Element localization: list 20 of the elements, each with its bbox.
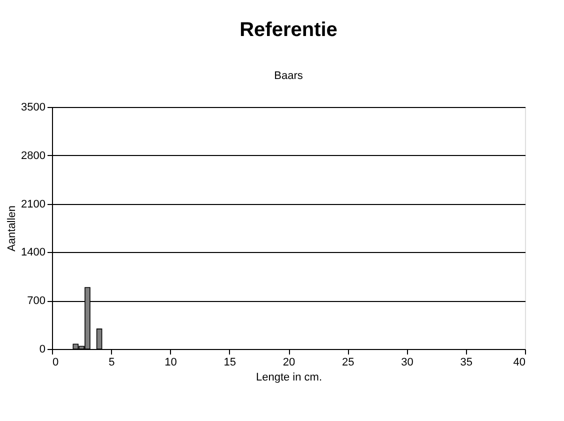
x-tick-label: 30 — [401, 356, 414, 368]
y-tick-label: 1400 — [21, 246, 46, 259]
x-tick-label: 35 — [460, 356, 472, 368]
x-tick-label: 5 — [108, 356, 115, 368]
x-axis-title: Lengte in cm. — [256, 372, 322, 384]
x-tick-label: 40 — [513, 356, 526, 368]
y-tick-label: 3500 — [21, 102, 46, 114]
y-tick-label: 2800 — [21, 150, 46, 162]
y-tick-label: 2100 — [21, 198, 46, 210]
bar — [96, 328, 102, 350]
x-tick-label: 0 — [52, 356, 59, 368]
x-tick-label: 10 — [164, 356, 177, 368]
x-tick-label: 20 — [282, 356, 296, 368]
x-tick-label: 25 — [342, 356, 354, 368]
chart-title: Referentie — [240, 19, 338, 41]
y-tick-label: 700 — [27, 295, 46, 308]
y-tick-label: 0 — [39, 344, 46, 356]
y-axis-title: Aantallen — [6, 206, 18, 252]
x-tick-label: 15 — [224, 356, 236, 368]
chart-subtitle: Baars — [274, 70, 304, 82]
